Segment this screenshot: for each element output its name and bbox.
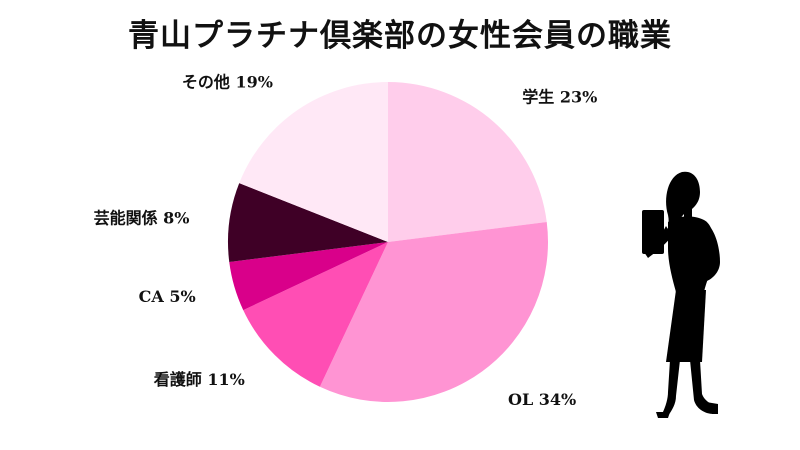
slice-label: CA 5% bbox=[139, 287, 196, 306]
pie-slice bbox=[239, 81, 388, 242]
pie-slice bbox=[229, 242, 388, 311]
pie-slice bbox=[228, 183, 388, 263]
pie-slice bbox=[243, 242, 388, 387]
slice-label: OL 34% bbox=[508, 390, 576, 409]
chart-title: 青山プラチナ倶楽部の女性会員の職業 bbox=[128, 18, 672, 54]
pie-slice bbox=[319, 221, 548, 403]
slice-label: 芸能関係 8% bbox=[94, 209, 190, 228]
slice-label: 看護師 11% bbox=[153, 370, 245, 389]
slice-label: その他 19% bbox=[182, 73, 273, 92]
pie-slice bbox=[388, 82, 547, 242]
businesswoman-silhouette-icon bbox=[642, 171, 720, 418]
slice-label: 学生 23% bbox=[522, 87, 597, 106]
